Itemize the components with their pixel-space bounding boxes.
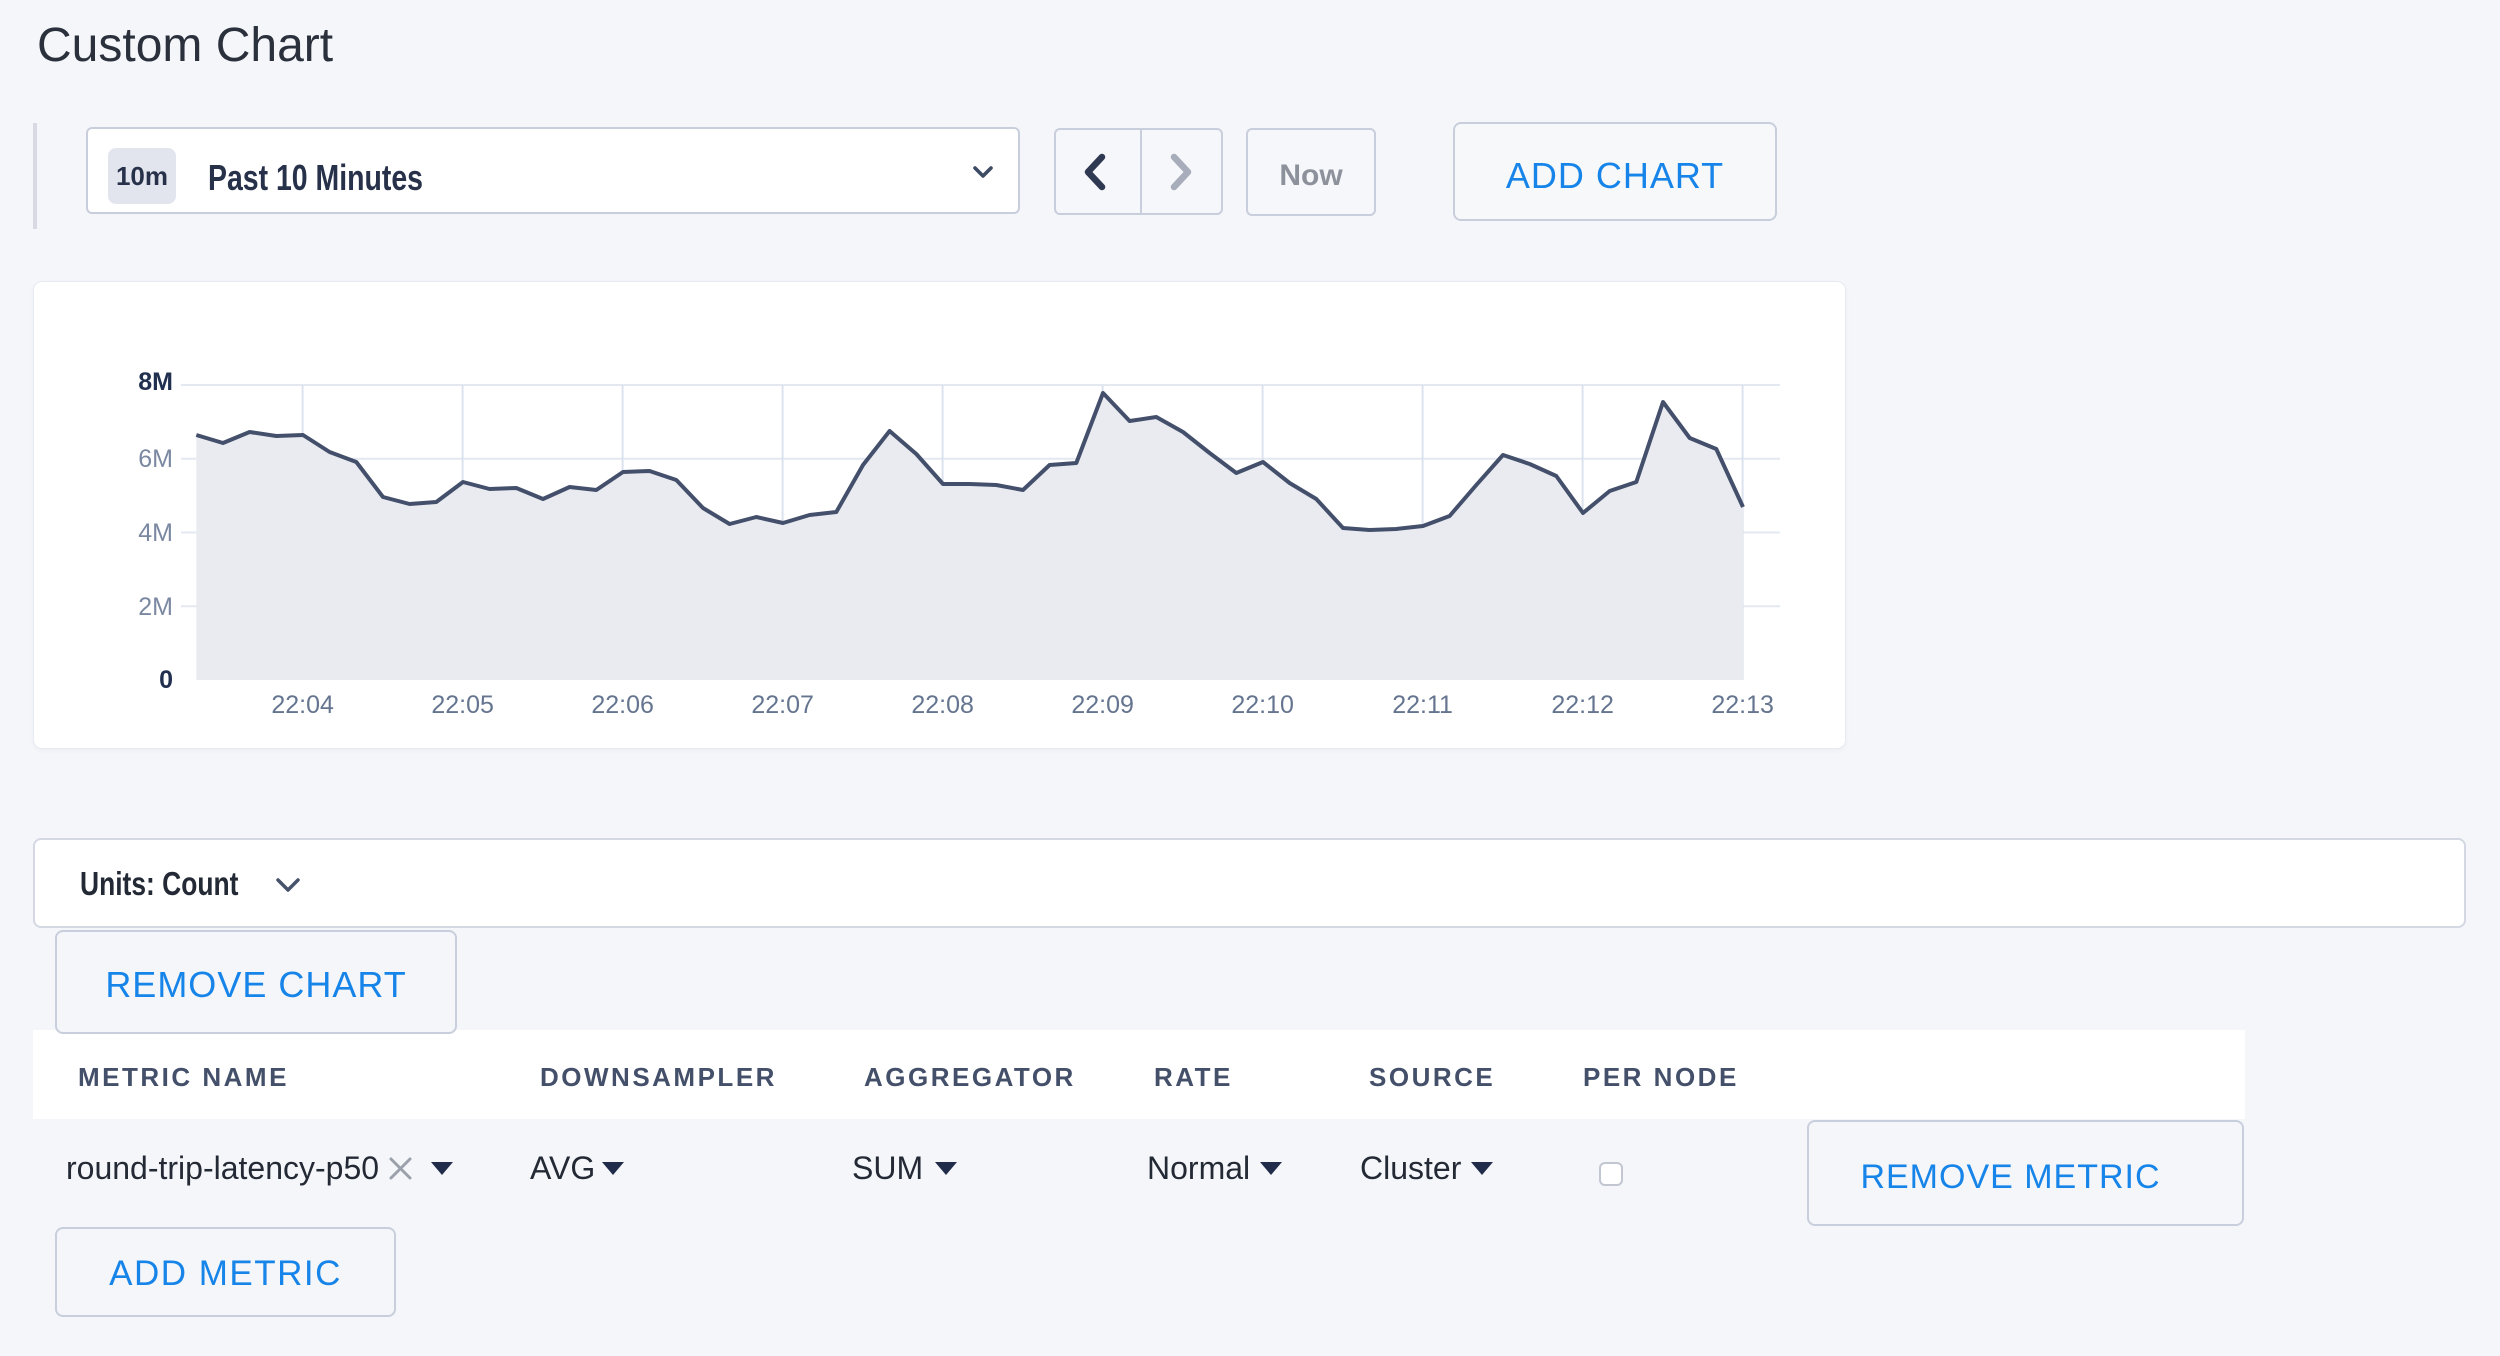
svg-text:6M: 6M	[138, 445, 173, 473]
svg-text:22:10: 22:10	[1231, 691, 1294, 719]
svg-text:22:11: 22:11	[1392, 691, 1453, 719]
svg-text:22:09: 22:09	[1071, 691, 1134, 719]
svg-text:8M: 8M	[138, 368, 173, 396]
svg-text:22:08: 22:08	[911, 691, 974, 719]
svg-text:22:04: 22:04	[271, 691, 334, 719]
svg-text:0: 0	[159, 666, 173, 694]
svg-text:22:05: 22:05	[431, 691, 494, 719]
svg-text:4M: 4M	[138, 519, 173, 547]
svg-text:22:07: 22:07	[751, 691, 814, 719]
svg-text:22:06: 22:06	[591, 691, 654, 719]
svg-text:22:12: 22:12	[1551, 691, 1614, 719]
svg-text:2M: 2M	[138, 593, 173, 621]
svg-text:22:13: 22:13	[1711, 691, 1774, 719]
